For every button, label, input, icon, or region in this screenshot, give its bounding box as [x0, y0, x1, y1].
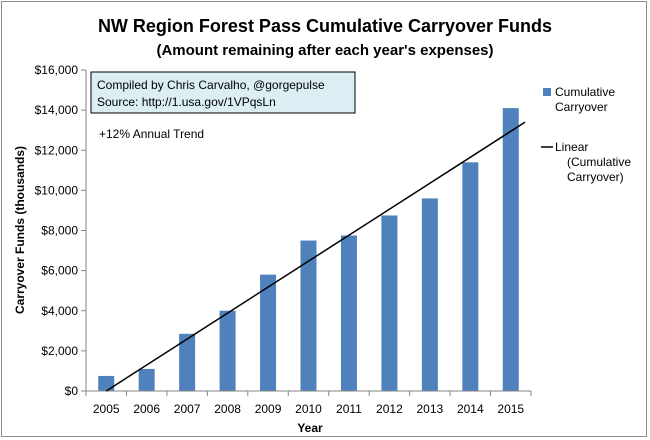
- y-tick-label: $16,000: [35, 63, 79, 77]
- bar-2011: [340, 235, 357, 391]
- x-tick-label: 2012: [376, 402, 403, 416]
- legend-label-trend-line3: Carryover): [567, 170, 624, 184]
- y-tick-label: $12,000: [35, 143, 79, 157]
- bar-2013: [421, 198, 438, 391]
- bar-series: [98, 108, 519, 392]
- x-tick-label: 2015: [497, 402, 524, 416]
- x-tick-label: 2005: [93, 402, 120, 416]
- credit-line-1: Compiled by Chris Carvalho, @gorgepulse: [97, 78, 325, 92]
- bar-2007: [179, 333, 196, 391]
- credit-box-background: [90, 71, 356, 114]
- x-tick-label: 2011: [336, 402, 362, 416]
- y-tick-label: $4,000: [41, 304, 78, 318]
- credit-line-2: Source: http://1.usa.gov/1VPqsLn: [97, 95, 276, 109]
- y-tick-label: $10,000: [35, 183, 79, 197]
- legend-label-bars-line1: Cumulative: [555, 85, 615, 99]
- x-tick-label: 2006: [133, 402, 160, 416]
- legend-label-bars-line2: Carryover: [555, 100, 608, 114]
- x-tick-label: 2014: [457, 402, 484, 416]
- legend-label-trend-line1: Linear: [555, 140, 588, 154]
- y-axis-ticks: $0 $2,000 $4,000 $6,000 $8,000 $10,000 $12,000…: [35, 63, 86, 398]
- trend-note: +12% Annual Trend: [99, 127, 204, 141]
- x-tick-label: 2013: [417, 402, 444, 416]
- x-axis-title: Year: [297, 421, 323, 435]
- y-tick-label: $0: [65, 384, 79, 398]
- bar-2010: [300, 240, 317, 391]
- y-tick-label: $6,000: [41, 264, 78, 278]
- bar-2006: [138, 368, 155, 391]
- bar-2009: [260, 274, 277, 391]
- bar-2012: [381, 215, 398, 391]
- y-tick-label: $14,000: [35, 103, 79, 117]
- x-axis-ticks: 2005 2006 2007 2008 2009 2010 2011 2012 2013 2014…: [85, 391, 532, 416]
- credit-box: Compiled by Chris Carvalho, @gorgepulse …: [90, 71, 356, 114]
- trendline: [105, 121, 526, 392]
- x-tick-label: 2009: [255, 402, 282, 416]
- bar-2015: [502, 108, 519, 392]
- bar-2014: [462, 162, 479, 391]
- legend-swatch-bars: [543, 88, 551, 96]
- x-tick-label: 2008: [214, 402, 241, 416]
- bar-2005: [98, 375, 115, 391]
- x-tick-label: 2007: [174, 402, 201, 416]
- bar-2008: [219, 310, 236, 391]
- chart-title: NW Region Forest Pass Cumulative Carryov…: [98, 16, 552, 36]
- legend-label-trend-line2: (Cumulative: [567, 155, 631, 169]
- y-tick-label: $8,000: [41, 224, 78, 238]
- x-tick-label: 2010: [295, 402, 322, 416]
- chart-subtitle: (Amount remaining after each year's expe…: [156, 42, 493, 59]
- legend: Cumulative Carryover Linear (Cumulative …: [541, 85, 631, 184]
- y-tick-label: $2,000: [41, 344, 78, 358]
- y-axis-title: Carryover Funds (thousands): [13, 146, 27, 314]
